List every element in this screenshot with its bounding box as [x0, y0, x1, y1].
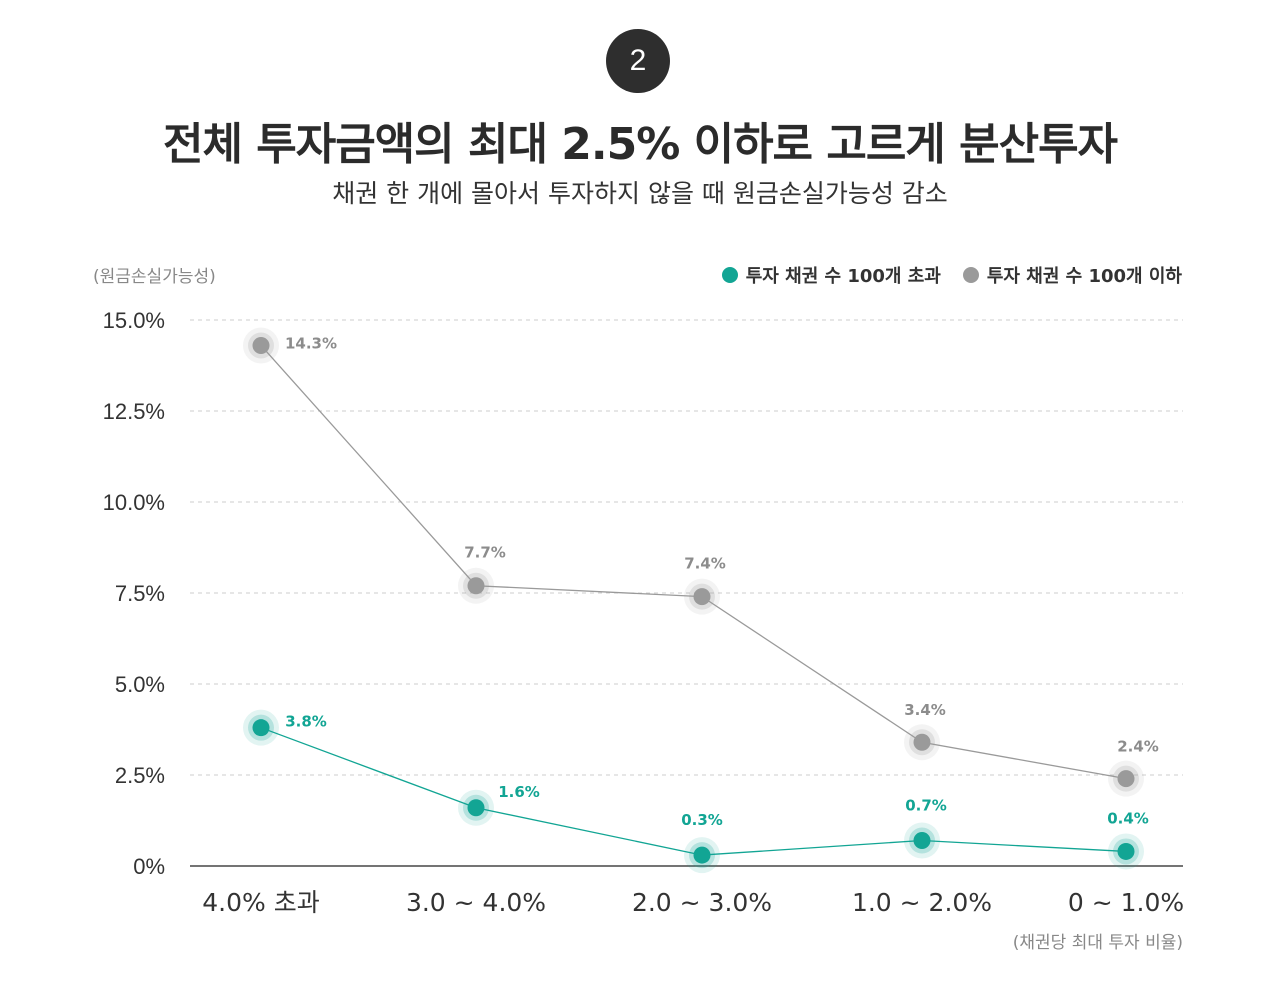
data-point — [693, 588, 711, 606]
data-label: 3.4% — [904, 701, 946, 719]
data-point — [1117, 842, 1135, 860]
data-label: 0.3% — [681, 811, 723, 829]
x-tick-label: 2.0 ~ 3.0% — [632, 888, 772, 917]
data-point — [467, 577, 485, 595]
y-tick-label: 10.0% — [103, 490, 165, 515]
y-tick-label: 2.5% — [115, 763, 165, 788]
y-tick-label: 7.5% — [115, 581, 165, 606]
legend-dot-gray — [962, 267, 979, 283]
y-tick-label: 12.5% — [103, 399, 165, 424]
chart-legend: 투자 채권 수 100개 초과 투자 채권 수 100개 이하 — [721, 262, 1182, 288]
data-label: 2.4% — [1117, 738, 1159, 756]
y-tick-label: 5.0% — [115, 672, 165, 697]
x-tick-label: 4.0% 초과 — [202, 888, 319, 917]
data-label: 7.4% — [684, 555, 726, 573]
data-label: 14.3% — [285, 334, 337, 352]
data-label: 3.8% — [285, 713, 327, 731]
page-subtitle: 채권 한 개에 몰아서 투자하지 않을 때 원금손실가능성 감소 — [332, 179, 948, 208]
page-title: 전체 투자금액의 최대 2.5% 이하로 고르게 분산투자 — [162, 119, 1118, 170]
data-label: 1.6% — [498, 783, 540, 801]
step-badge: 2 — [606, 29, 670, 93]
legend-dot-teal — [721, 267, 738, 283]
y-tick-label: 15.0% — [103, 308, 165, 333]
data-label: 7.7% — [464, 544, 506, 562]
data-point — [1117, 770, 1135, 788]
data-point — [252, 336, 270, 354]
data-point — [693, 846, 711, 864]
x-tick-label: 3.0 ~ 4.0% — [406, 888, 546, 917]
x-axis-label: (채권당 최대 투자 비율) — [1013, 933, 1183, 953]
legend-item-over-100: 투자 채권 수 100개 초과 — [721, 262, 941, 288]
data-point — [467, 799, 485, 817]
legend-item-under-100: 투자 채권 수 100개 이하 — [962, 262, 1182, 288]
series-line-0 — [260, 727, 1127, 856]
data-label: 0.4% — [1107, 809, 1149, 827]
data-point — [252, 719, 270, 737]
data-point — [913, 832, 931, 850]
legend-label-under-100: 투자 채권 수 100개 이하 — [986, 266, 1182, 287]
y-axis-label: (원금손실가능성) — [93, 267, 216, 287]
data-point — [913, 733, 931, 751]
data-label: 0.7% — [905, 797, 947, 815]
x-tick-label: 0 ~ 1.0% — [1068, 888, 1184, 917]
y-tick-label: 0% — [133, 854, 165, 879]
x-tick-label: 1.0 ~ 2.0% — [852, 888, 992, 917]
legend-label-over-100: 투자 채권 수 100개 초과 — [745, 266, 941, 287]
